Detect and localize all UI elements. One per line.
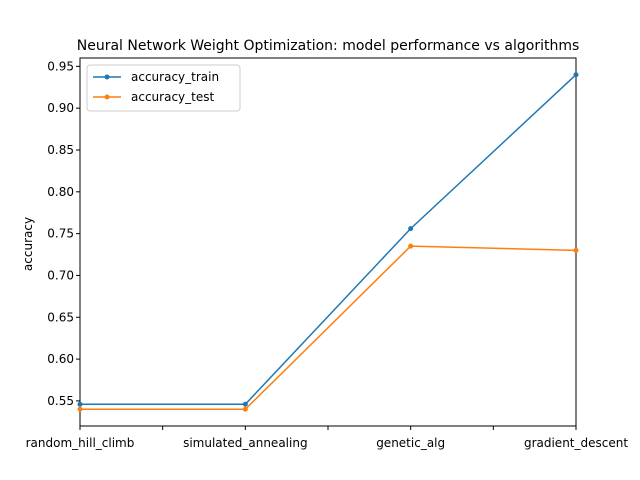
data-point	[242, 406, 248, 412]
legend-box	[86, 64, 241, 112]
y-tick-label: 0.90	[47, 101, 74, 115]
data-point	[408, 226, 414, 232]
series-accuracy-test	[77, 243, 579, 412]
y-tick-label: 0.80	[47, 185, 74, 199]
y-tick-label: 0.75	[47, 227, 74, 241]
data-point	[573, 247, 579, 253]
chart-title: Neural Network Weight Optimization: mode…	[77, 38, 580, 54]
data-point	[408, 243, 414, 249]
y-tick-label: 0.95	[47, 59, 74, 73]
y-tick-label: 0.70	[47, 268, 74, 282]
x-tick-label: simulated_annealing	[183, 436, 307, 450]
data-point	[573, 72, 579, 78]
data-point	[77, 406, 83, 412]
plot-area	[79, 57, 577, 427]
series-layer	[77, 72, 579, 412]
legend-label: accuracy_train	[131, 70, 219, 84]
legend-swatch-marker	[104, 74, 110, 80]
y-tick-label: 0.65	[47, 310, 74, 324]
series-accuracy-train	[77, 72, 579, 407]
y-tick-label: 0.85	[47, 143, 74, 157]
series-line	[80, 74, 577, 406]
x-tick-label: gradient_descent	[524, 436, 628, 450]
y-tick-label: 0.60	[47, 352, 74, 366]
data-point	[242, 401, 248, 407]
x-tick-label: random_hill_climb	[26, 436, 135, 450]
series-line	[80, 245, 577, 411]
y-axis: 0.55 0.60 0.65 0.70 0.75 0.80 0.85 0.90 0.95	[47, 59, 80, 408]
data-point	[77, 401, 83, 407]
plot-frame	[79, 57, 577, 427]
legend: accuracy_train accuracy_test	[86, 64, 241, 112]
x-axis: random_hill_climb simulated_annealing gene…	[26, 426, 628, 450]
legend-label: accuracy_test	[131, 90, 214, 104]
y-axis-label: accuracy	[21, 217, 35, 271]
x-tick-label: genetic_alg	[376, 436, 445, 450]
legend-swatch-marker	[104, 94, 110, 100]
y-tick-label: 0.55	[47, 394, 74, 408]
